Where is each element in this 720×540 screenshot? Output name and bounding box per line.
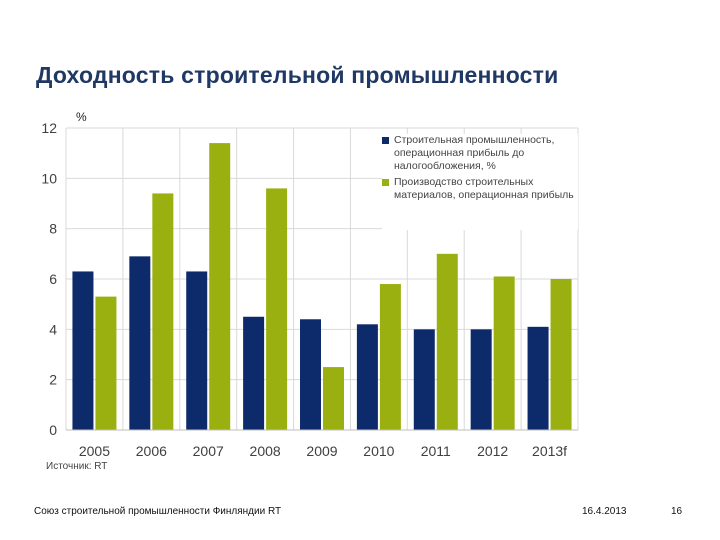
y-tick-label: 10 [41,170,57,186]
footer-date: 16.4.2013 [582,506,627,517]
bar-construction [243,316,265,430]
bar-construction [129,256,151,430]
bar-materials [493,276,515,430]
y-tick-label: 2 [49,372,57,388]
bar-materials [436,253,458,430]
legend-label-materials: Производство строительных материалов, оп… [394,176,574,201]
y-unit-label: % [76,110,87,124]
bar-construction [413,329,435,430]
y-tick-label: 6 [49,271,57,287]
y-tick-label: 4 [49,321,57,337]
chart-legend: Строительная промышленность, операционна… [382,134,578,230]
x-tick-label: 2005 [79,443,110,459]
bar-construction [527,326,549,430]
bar-materials [209,143,231,430]
y-tick-label: 12 [41,120,57,136]
x-tick-label: 2006 [136,443,167,459]
bar-construction [356,324,378,430]
x-tick-label: 2011 [421,443,451,459]
legend-item-construction: Строительная промышленность, операционна… [382,134,578,173]
bar-materials [323,367,344,430]
page-number: 16 [671,506,683,517]
bar-materials [550,279,572,430]
x-tick-label: 2010 [363,443,394,459]
bar-construction [300,319,321,430]
source-note: Источник: RT [46,461,108,472]
y-tick-label: 0 [49,422,57,438]
legend-swatch-materials [382,179,389,186]
x-tick-label: 2007 [193,443,224,459]
x-tick-label: 2012 [477,443,508,459]
legend-label-construction: Строительная промышленность, операционна… [394,134,555,172]
footer-organization: Союз строительной промышленности Финлянд… [34,506,282,517]
slide-title: Доходность строительной промышленности [36,62,559,88]
x-tick-label: 2008 [250,443,281,459]
bar-construction [470,329,492,430]
legend-item-materials: Производство строительных материалов, оп… [382,176,578,202]
bar-materials [266,188,288,430]
x-tick-label: 2009 [306,443,337,459]
legend-swatch-construction [382,137,389,144]
x-tick-label: 2013f [532,443,567,459]
bar-materials [152,193,174,430]
bar-materials [379,284,401,430]
y-tick-label: 8 [49,221,57,237]
bar-materials [95,296,117,430]
bar-construction [72,271,94,430]
bar-construction [186,271,208,430]
